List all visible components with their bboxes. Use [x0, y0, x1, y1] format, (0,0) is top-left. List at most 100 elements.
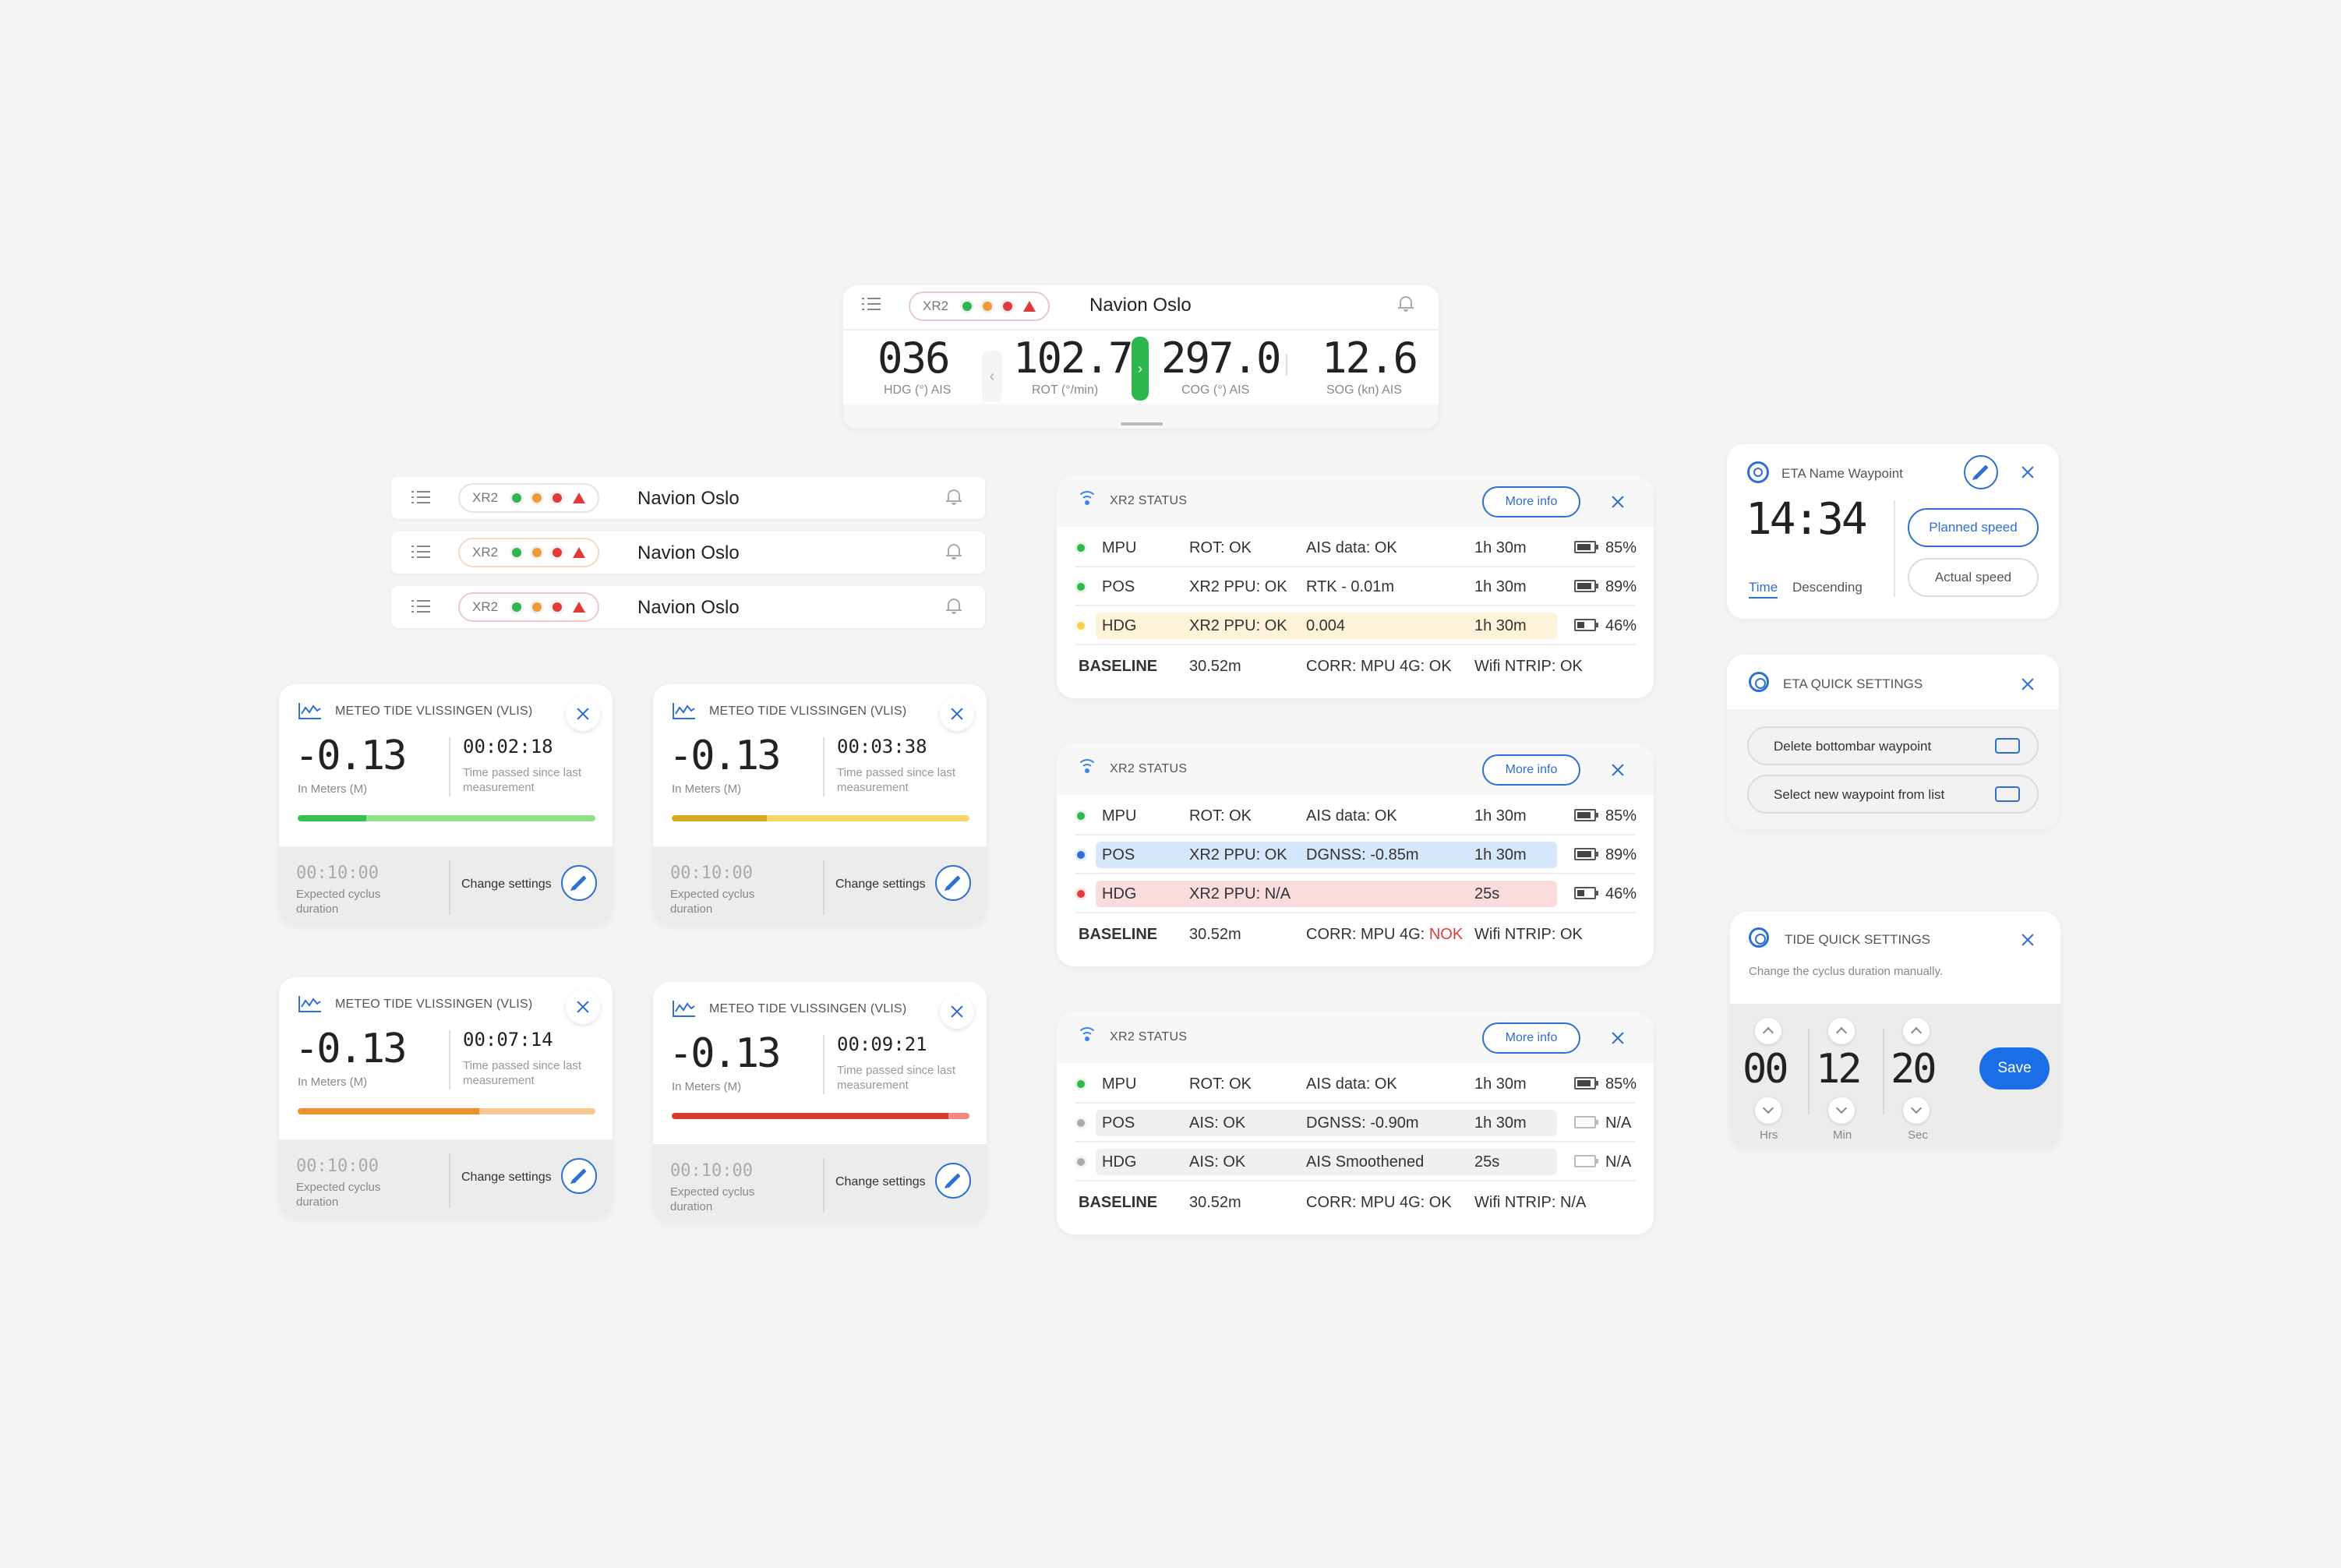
corr-label: CORR: MPU 4G: OK	[1306, 658, 1452, 675]
status-row: HDG XR2 PPU: OK 0.004 1h 30m 46%	[1075, 606, 1637, 645]
row-battery: 85%	[1605, 807, 1637, 825]
select-waypoint-button[interactable]: Select new waypoint from list	[1747, 775, 2039, 814]
menu-list-icon[interactable]	[411, 546, 430, 560]
bell-icon[interactable]	[946, 597, 962, 614]
eta-close-button[interactable]	[2012, 457, 2043, 488]
baseline-label: BASELINE	[1079, 926, 1158, 943]
change-settings-label[interactable]: Change settings	[461, 1171, 552, 1184]
status-dot	[1077, 583, 1085, 591]
row-duration: 1h 30m	[1474, 1114, 1527, 1132]
baseline-label: BASELINE	[1079, 658, 1158, 675]
row-secondary: AIS data: OK	[1306, 807, 1397, 825]
row-name: MPU	[1102, 539, 1137, 556]
wifi-icon	[1077, 1027, 1097, 1043]
delete-icon	[1995, 738, 2020, 754]
edit-settings-button[interactable]	[561, 1158, 597, 1194]
more-info-button[interactable]: More info	[1482, 486, 1580, 517]
seconds-value[interactable]: 20	[1891, 1046, 1937, 1093]
corr-status: CORR: MPU 4G: OK	[1306, 1194, 1452, 1212]
xr2-status-pill[interactable]: XR2	[458, 483, 600, 513]
bell-icon[interactable]	[946, 488, 962, 505]
more-info-button[interactable]: More info	[1482, 1022, 1580, 1054]
tide-quick-close-button[interactable]	[2012, 924, 2043, 955]
change-settings-label[interactable]: Change settings	[835, 878, 926, 891]
status-row: POS XR2 PPU: OK RTK - 0.01m 1h 30m 89%	[1075, 567, 1637, 606]
more-info-button[interactable]: More info	[1482, 754, 1580, 786]
tide-close-button[interactable]	[940, 994, 974, 1029]
wifi-ntrip-status: Wifi NTRIP: N/A	[1474, 1194, 1587, 1211]
hours-down-button[interactable]	[1755, 1097, 1781, 1124]
tab-time[interactable]: Time	[1749, 580, 1778, 599]
save-button[interactable]: Save	[1979, 1047, 2050, 1089]
status-warn-dot	[532, 602, 542, 612]
status-dot	[1077, 890, 1085, 898]
row-battery: 89%	[1605, 578, 1637, 595]
row-name: HDG	[1102, 617, 1137, 634]
hours-value[interactable]: 00	[1743, 1046, 1789, 1093]
eta-quick-close-button[interactable]	[2012, 669, 2043, 700]
row-battery: 85%	[1605, 1075, 1637, 1093]
minutes-value[interactable]: 12	[1816, 1046, 1863, 1093]
seconds-up-button[interactable]	[1903, 1018, 1930, 1044]
status-close-button[interactable]	[1602, 1022, 1633, 1054]
planned-speed-button[interactable]: Planned speed	[1908, 508, 2039, 547]
corr-label: CORR: MPU 4G:	[1306, 926, 1425, 943]
change-settings-label[interactable]: Change settings	[461, 878, 552, 891]
baseline-row: BASELINE 30.52m CORR: MPU 4G: NOK Wifi NTRI…	[1075, 915, 1635, 951]
tide-chart-icon	[673, 1001, 695, 1017]
xr2-label: XR2	[472, 490, 499, 505]
row-duration: 1h 30m	[1474, 1075, 1527, 1093]
bell-icon[interactable]	[1398, 295, 1414, 312]
status-close-button[interactable]	[1602, 486, 1633, 517]
row-primary: XR2 PPU: OK	[1189, 617, 1287, 634]
row-duration: 25s	[1474, 885, 1500, 902]
minutes-down-button[interactable]	[1828, 1097, 1855, 1124]
menu-list-icon[interactable]	[411, 491, 430, 505]
select-waypoint-label: Select new waypoint from list	[1774, 787, 1945, 802]
status-close-button[interactable]	[1602, 754, 1633, 786]
eta-edit-button[interactable]	[1964, 455, 1998, 489]
drag-handle[interactable]	[1121, 422, 1163, 426]
status-row: HDG AIS: OK AIS Smoothened 25s N/A	[1075, 1142, 1635, 1181]
edit-settings-button[interactable]	[935, 865, 971, 901]
xr2-status-pill[interactable]: XR2	[458, 538, 600, 567]
status-dot	[1077, 1080, 1085, 1088]
row-duration: 1h 30m	[1474, 846, 1527, 863]
rot-prev-button[interactable]: ‹	[982, 351, 1002, 402]
corr-status: CORR: MPU 4G: OK	[1306, 658, 1452, 676]
tab-descending[interactable]: Descending	[1792, 580, 1863, 595]
rot-next-button[interactable]: ›	[1132, 337, 1149, 401]
tide-close-button[interactable]	[566, 990, 600, 1024]
edit-settings-button[interactable]	[561, 865, 597, 901]
status-row: HDG XR2 PPU: N/A 25s 46%	[1075, 874, 1637, 913]
delete-waypoint-button[interactable]: Delete bottombar waypoint	[1747, 726, 2039, 765]
row-duration: 1h 30m	[1474, 807, 1527, 825]
progress-fill	[672, 1113, 949, 1119]
row-primary: XR2 PPU: OK	[1189, 846, 1287, 863]
actual-speed-button[interactable]: Actual speed	[1908, 558, 2039, 597]
row-battery: 46%	[1605, 617, 1637, 634]
hdg-value: 036	[877, 334, 951, 383]
change-settings-label[interactable]: Change settings	[835, 1175, 926, 1188]
seconds-down-button[interactable]	[1903, 1097, 1930, 1124]
cog-label: COG (°) AIS	[1181, 383, 1250, 397]
xr2-status-pill[interactable]: XR2	[909, 291, 1050, 321]
menu-list-icon[interactable]	[862, 298, 881, 312]
tide-close-button[interactable]	[566, 697, 600, 731]
status-title: XR2 STATUS	[1110, 762, 1188, 775]
edit-settings-button[interactable]	[935, 1163, 971, 1199]
cog-value: 297.0	[1161, 334, 1282, 383]
tide-close-button[interactable]	[940, 697, 974, 731]
menu-list-icon[interactable]	[411, 600, 430, 614]
tide-quick-title: TIDE QUICK SETTINGS	[1785, 932, 1931, 947]
row-battery: N/A	[1605, 1153, 1632, 1171]
hours-up-button[interactable]	[1755, 1018, 1781, 1044]
nav-header: XR2 Navion Oslo 036 HDG (°) AIS ‹ 102.7 …	[843, 285, 1439, 429]
eta-quick-settings-card: ETA QUICK SETTINGS Delete bottombar wayp…	[1727, 655, 2059, 829]
minutes-up-button[interactable]	[1828, 1018, 1855, 1044]
corr-status: CORR: MPU 4G: NOK	[1306, 926, 1463, 944]
xr2-status-pill[interactable]: XR2	[458, 592, 600, 622]
tide-quick-subtitle: Change the cyclus duration manually.	[1749, 965, 1944, 978]
eta-time: 14:34	[1746, 494, 1868, 545]
bell-icon[interactable]	[946, 542, 962, 560]
